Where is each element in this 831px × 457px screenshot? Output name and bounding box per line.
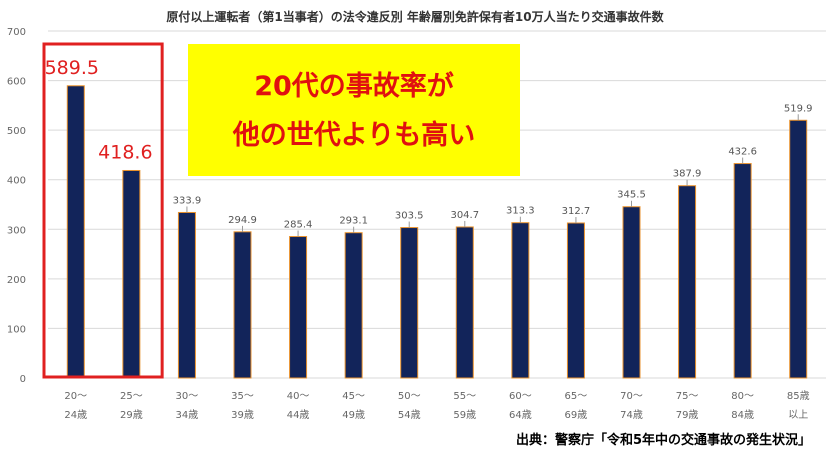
x-category-label: 30〜 — [176, 391, 199, 402]
bar — [66, 85, 85, 379]
bar — [455, 226, 474, 379]
x-category-label: 55〜 — [453, 391, 476, 402]
x-category-label: 29歳 — [120, 409, 143, 421]
y-tick-label: 200 — [7, 275, 26, 286]
chart-title: 原付以上運転者（第1当事者）の法令違反別 年齢層別免許保有者10万人当たり交通事… — [166, 9, 664, 24]
highlight-box — [42, 42, 164, 379]
x-category-label: 54歳 — [398, 409, 421, 421]
x-category-label: 69歳 — [565, 409, 588, 421]
x-category-label: 44歳 — [287, 409, 310, 421]
x-category-label: 70〜 — [620, 391, 643, 402]
highlight-rectangle — [42, 42, 164, 379]
bar — [733, 163, 752, 379]
bar — [289, 236, 308, 379]
data-label: 285.4 — [284, 220, 313, 231]
x-category-label: 20〜 — [64, 391, 87, 402]
bar — [122, 169, 141, 379]
y-axis-ticks: 0 100 200 300 400 500 600 700 — [7, 27, 26, 385]
bar — [622, 206, 641, 379]
y-tick-label: 700 — [7, 27, 26, 38]
x-category-label: 35〜 — [231, 391, 254, 402]
x-category-label: 79歳 — [676, 409, 699, 421]
data-label: 294.9 — [228, 215, 257, 226]
data-label: 312.7 — [562, 206, 591, 217]
bars — [66, 85, 808, 379]
y-tick-label: 500 — [7, 126, 26, 137]
x-category-label: 25〜 — [120, 391, 143, 402]
y-tick-label: 0 — [20, 374, 26, 385]
x-category-label: 34歳 — [176, 409, 199, 421]
y-tick-label: 300 — [7, 225, 26, 236]
x-category-label: 85歳 — [787, 390, 810, 402]
bar — [566, 222, 585, 379]
y-tick-label: 100 — [7, 324, 26, 335]
x-category-label: 75〜 — [676, 391, 699, 402]
x-category-label: 59歳 — [453, 409, 476, 421]
data-label: 519.9 — [784, 103, 813, 114]
bar — [789, 119, 808, 379]
bar — [233, 231, 252, 379]
bar — [678, 185, 697, 379]
data-label: 333.9 — [173, 195, 202, 206]
x-category-label: 50〜 — [398, 391, 421, 402]
x-category-label: 64歳 — [509, 409, 532, 421]
x-category-label: 80〜 — [731, 391, 754, 402]
x-category-label: 39歳 — [231, 409, 254, 421]
x-axis-categories: 20〜 24歳 25〜 29歳 30〜 34歳 35〜 39歳 40〜 44歳 45〜 49歳 50〜 5… — [64, 390, 809, 421]
data-label: 387.9 — [673, 169, 702, 180]
callout-box — [188, 44, 520, 176]
x-category-label: 40〜 — [287, 391, 310, 402]
data-label: 418.6 — [98, 141, 152, 163]
callout-text: 他の世代よりも高い — [232, 119, 475, 151]
x-category-label: 24歳 — [64, 409, 87, 421]
callout-text: 20代の事故率が — [254, 70, 454, 102]
bar — [344, 232, 363, 379]
source-note: 出典：警察庁「令和5年中の交通事故の発生状況」 — [516, 432, 811, 448]
bar — [400, 227, 419, 379]
data-label: 345.5 — [617, 190, 646, 201]
data-labels: 589.5 418.6 333.9 294.9 285.4 293.1 303.5 304.7… — [45, 57, 813, 237]
x-category-label: 65〜 — [565, 391, 588, 402]
x-category-label: 60〜 — [509, 391, 532, 402]
data-label: 432.6 — [728, 147, 757, 158]
data-label: 589.5 — [45, 57, 99, 79]
x-category-label: 45〜 — [342, 391, 365, 402]
data-label: 293.1 — [339, 216, 368, 227]
data-label: 313.3 — [506, 206, 535, 217]
bar — [511, 222, 530, 379]
x-category-label: 74歳 — [620, 409, 643, 421]
bar — [177, 211, 196, 379]
data-label: 304.7 — [450, 210, 479, 221]
x-category-label: 49歳 — [342, 409, 365, 421]
y-tick-label: 600 — [7, 77, 26, 88]
x-category-label: 以上 — [788, 409, 808, 421]
y-tick-label: 400 — [7, 176, 26, 187]
x-category-label: 84歳 — [731, 409, 754, 421]
data-label: 303.5 — [395, 211, 424, 222]
